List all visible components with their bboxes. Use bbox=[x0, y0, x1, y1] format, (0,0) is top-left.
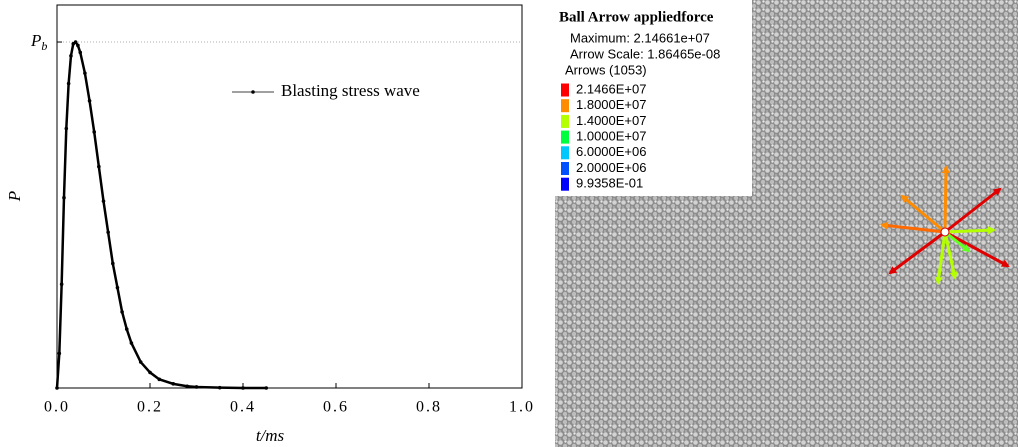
data-point bbox=[171, 382, 176, 386]
data-point bbox=[59, 282, 64, 287]
data-point bbox=[124, 327, 129, 331]
plot-frame bbox=[56, 4, 523, 389]
data-point bbox=[148, 370, 152, 375]
x-axis-label: t/ms bbox=[256, 426, 285, 445]
arrow bbox=[880, 221, 946, 234]
x-tick-label: 0.6 bbox=[323, 399, 349, 416]
legend-info: Maximum: 2.14661e+07 bbox=[570, 30, 710, 45]
x-tick-label: 0.0 bbox=[44, 399, 70, 416]
color-swatch bbox=[561, 130, 569, 144]
scale-label: 1.8000E+07 bbox=[576, 97, 646, 112]
data-point bbox=[157, 377, 162, 382]
y-tick-label: Pb bbox=[30, 31, 47, 53]
x-tick-label: 0.2 bbox=[137, 399, 163, 416]
arrow bbox=[943, 231, 958, 280]
scale-label: 1.0000E+07 bbox=[576, 129, 646, 144]
x-tick-label: 0.8 bbox=[416, 399, 442, 416]
legend-title: Ball Arrow appliedforce bbox=[559, 9, 714, 25]
simulation-panel: Ball Arrow appliedforce Maximum: 2.14661… bbox=[555, 0, 1018, 447]
data-point bbox=[194, 385, 199, 389]
data-point bbox=[97, 164, 101, 169]
data-point bbox=[129, 341, 134, 345]
color-swatch bbox=[561, 83, 569, 97]
data-point bbox=[76, 43, 80, 48]
legend-marker bbox=[251, 90, 255, 94]
data-point bbox=[92, 130, 96, 134]
data-point bbox=[83, 71, 87, 75]
data-point bbox=[101, 199, 106, 203]
data-point bbox=[217, 385, 222, 390]
data-point bbox=[115, 285, 120, 290]
data-point bbox=[55, 386, 59, 390]
arrow bbox=[900, 194, 946, 234]
arrow bbox=[944, 230, 1010, 268]
y-axis-label: P bbox=[5, 191, 24, 202]
data-point bbox=[111, 261, 115, 266]
data-point bbox=[87, 99, 92, 103]
color-swatch bbox=[561, 99, 569, 113]
arrow bbox=[944, 230, 971, 253]
data-point bbox=[185, 384, 189, 389]
x-tick-label: 1.0 bbox=[509, 399, 535, 416]
color-swatch bbox=[561, 162, 569, 175]
arrow bbox=[944, 226, 996, 235]
data-point bbox=[66, 81, 71, 86]
data-point bbox=[106, 230, 110, 235]
legend-box bbox=[555, 0, 752, 196]
legend-info: Arrow Scale: 1.86465e-08 bbox=[570, 46, 720, 61]
arrow bbox=[934, 231, 947, 285]
arrow bbox=[888, 230, 946, 275]
scale-label: 2.1466E+07 bbox=[576, 81, 646, 96]
data-point bbox=[69, 54, 73, 58]
x-tick-label: 0.4 bbox=[230, 399, 256, 416]
series-line bbox=[55, 40, 267, 390]
force-arrows bbox=[880, 165, 1010, 285]
data-point bbox=[73, 40, 78, 44]
scale-label: 2.0000E+06 bbox=[576, 160, 646, 175]
data-point bbox=[241, 386, 245, 390]
data-point bbox=[57, 351, 62, 356]
arrow bbox=[944, 187, 1002, 234]
scale-label: 9.9358E-01 bbox=[576, 176, 643, 191]
scale-label: 6.0000E+06 bbox=[576, 144, 646, 159]
data-point bbox=[62, 195, 66, 200]
line-chart: t/ms P 0.0 0.2 0.4 0.6 0.8 1.0 Pb Blasting stre… bbox=[5, 4, 535, 445]
color-swatch bbox=[561, 146, 569, 160]
blast-hole bbox=[940, 227, 950, 237]
color-swatch bbox=[561, 177, 569, 191]
color-swatch bbox=[561, 114, 569, 128]
scale-label: 1.4000E+07 bbox=[576, 113, 646, 128]
data-point bbox=[138, 360, 143, 364]
legend-info: Arrows (1053) bbox=[565, 62, 647, 77]
data-point bbox=[264, 386, 269, 390]
legend-label: Blasting stress wave bbox=[281, 81, 420, 100]
arrow bbox=[941, 165, 950, 233]
data-point bbox=[120, 310, 124, 314]
data-point bbox=[78, 50, 83, 55]
data-point bbox=[64, 126, 69, 131]
